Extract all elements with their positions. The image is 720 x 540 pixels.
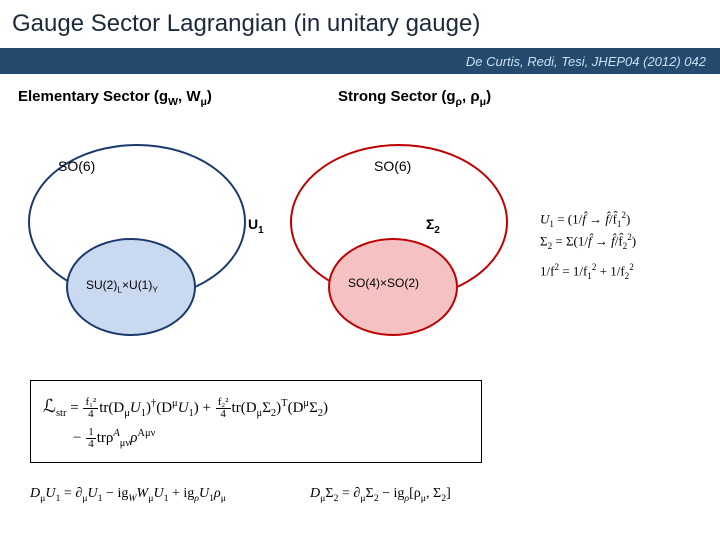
lagrangian-line1: ℒstr = f₁²4tr(DμU1)†(DμU1) + f₂²4tr(DμΣ2… [43, 389, 469, 424]
bf2e: − ig [379, 486, 405, 501]
lagrangian-line2: − 14trρAμνρAμν [43, 424, 469, 454]
su2: SU(2) [86, 278, 117, 292]
sf-f2c: + 1/f [596, 263, 624, 278]
f1d: 4 [83, 409, 98, 420]
strong-prefix: Strong Sector (g [338, 88, 456, 105]
bf1b: U [45, 486, 55, 501]
page-title: Gauge Sector Lagrangian (in unitary gaug… [12, 10, 480, 38]
elem-mid: , W [178, 88, 201, 105]
ln: ) [323, 400, 328, 416]
bf1f: W [137, 486, 149, 501]
sf-s2c: /f̂ [615, 233, 623, 248]
l2b: trρ [97, 430, 114, 446]
so6-left-label: SO(6) [58, 158, 95, 174]
sf-s2b: → [592, 233, 612, 248]
bf2a: D [310, 486, 320, 501]
so6-right-label: SO(6) [374, 158, 411, 174]
li: tr(D [232, 400, 257, 416]
elementary-sector-label: Elementary Sector (gW, Wμ) [18, 88, 338, 108]
l2Amunu: Aμν [137, 428, 155, 439]
lagrangian-box: ℒstr = f₁²4tr(DμU1)†(DμU1) + f₂²4tr(DμΣ2… [30, 380, 482, 463]
l2a: − [73, 430, 85, 446]
sf-s2a: Σ [540, 233, 548, 248]
bf1e: − ig [103, 486, 129, 501]
so4so2-label: SO(4)×SO(2) [348, 276, 419, 290]
lh: ) + [194, 400, 215, 416]
lagr-str: str [56, 408, 67, 419]
bottom-formula-dsigma2: DμΣ2 = ∂μΣ2 − igρ[ρμ, Σ2] [310, 486, 451, 504]
bf1a: D [30, 486, 40, 501]
lm: Σ [309, 400, 318, 416]
side-formula-f2: 1/f2 = 1/f12 + 1/f22 [540, 262, 634, 281]
sf-u1eq: = (1/ [554, 211, 582, 226]
s2-2: 2 [434, 225, 439, 236]
sf-f2b: = 1/f [559, 263, 587, 278]
elem-w: W [168, 96, 178, 108]
elem-suf: ) [207, 88, 212, 105]
bf1g: U [153, 486, 163, 501]
sf-f21: 1 [587, 271, 592, 281]
title-bar: Gauge Sector Lagrangian (in unitary gaug… [0, 0, 720, 48]
bf2c: = ∂ [338, 486, 360, 501]
sf-s2d: ) [632, 233, 636, 248]
sf-u1c: /f̂ [609, 211, 617, 226]
ld: U [130, 400, 141, 416]
sf-u1a: U [540, 211, 549, 226]
u1mid: ×U(1) [122, 278, 152, 292]
side-formula-u1: U1 = (1/f̂ → f̂/f̂12) [540, 210, 630, 229]
sector-headers: Elementary Sector (gW, Wμ) Strong Sector… [0, 88, 720, 108]
ll: (D [288, 400, 304, 416]
u1-u: U [248, 216, 258, 232]
bf2h: ] [446, 486, 451, 501]
su2u1-label: SU(2)L×U(1)Y [86, 278, 158, 294]
bottom-formula-du1: DμU1 = ∂μU1 − igWWμU1 + igρU1ρμ [30, 486, 226, 504]
bf1d: U [88, 486, 98, 501]
side-formula-sigma2: Σ2 = Σ(1/f̂ → f̂/f̂22) [540, 232, 636, 251]
bf2g: , Σ [426, 486, 441, 501]
bf2d: Σ [366, 486, 374, 501]
u1-1: 1 [258, 225, 263, 236]
sf-u1d: ) [626, 211, 630, 226]
u1-label: U1 [248, 216, 264, 236]
bf2b: Σ [325, 486, 333, 501]
f3d: 4 [86, 439, 96, 450]
strong-mid: , ρ [462, 88, 480, 105]
f2d: 4 [216, 409, 231, 420]
l2munu1: μν [120, 438, 130, 449]
sigma2-label: Σ2 [426, 216, 440, 236]
lc: tr(D [99, 400, 124, 416]
bf1j: ρ [214, 486, 221, 501]
strong-suf: ) [486, 88, 491, 105]
strong-sector-label: Strong Sector (gρ, ρμ) [338, 88, 658, 108]
lagr-eq: = [66, 400, 82, 416]
sf-u1b: → [586, 211, 606, 226]
citation: De Curtis, Redi, Tesi, JHEP04 (2012) 042 [466, 54, 706, 69]
lj: Σ [262, 400, 271, 416]
citation-strip: De Curtis, Redi, Tesi, JHEP04 (2012) 042 [0, 48, 720, 74]
u1-Y: Y [152, 284, 158, 294]
sf-f2a: 1/f [540, 263, 554, 278]
lagr-L: ℒ [43, 396, 56, 416]
bf1i: U [199, 486, 209, 501]
lg: U [178, 400, 189, 416]
bf1c: = ∂ [60, 486, 82, 501]
lf: (D [156, 400, 172, 416]
bf1W: W [128, 493, 136, 504]
bf2f: [ρ [409, 486, 421, 501]
bf1h: + ig [168, 486, 194, 501]
sf-s2eq: = Σ(1/ [552, 233, 588, 248]
elem-prefix: Elementary Sector (g [18, 88, 168, 105]
